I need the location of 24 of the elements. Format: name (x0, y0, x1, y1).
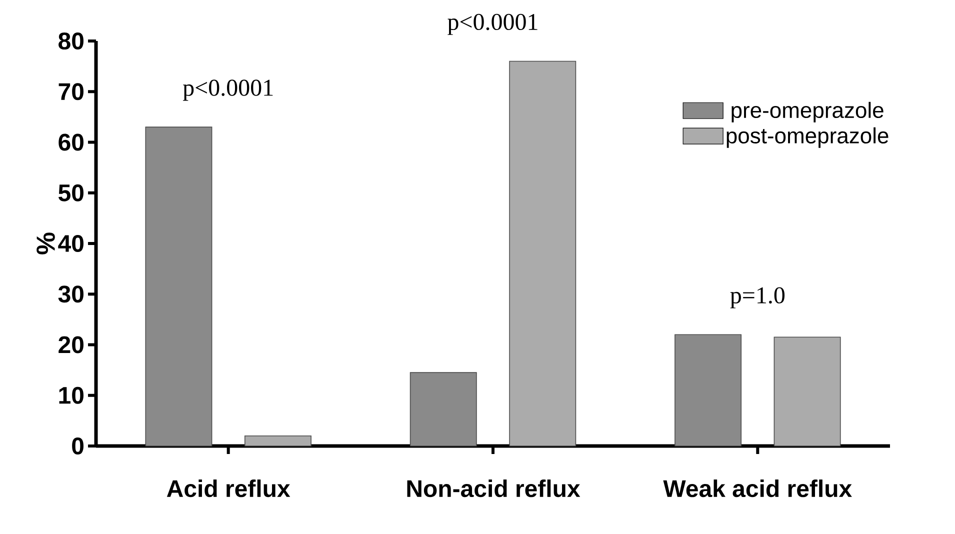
y-tick-label: 20 (58, 336, 84, 354)
y-tick-label: 0 (72, 437, 84, 454)
y-tick-label: 70 (58, 83, 84, 100)
bar (244, 435, 312, 446)
bar (509, 60, 576, 446)
bar (774, 336, 841, 446)
y-tick-label: 50 (58, 184, 84, 202)
text: p<0.0001 (448, 14, 538, 35)
legend-label: pre-omeprazole (732, 102, 884, 122)
x-tick-label: Acid reflux (166, 480, 290, 498)
y-tick-label: 40 (58, 235, 84, 252)
x-tick-label: Weak acid reflux (663, 480, 852, 498)
y-tick-label: 30 (58, 286, 84, 303)
bar (674, 334, 742, 446)
legend-label: post-omeprazole (726, 127, 888, 148)
y-tick-label: 10 (59, 386, 84, 404)
x-tick-label: Non-acid reflux (407, 480, 580, 498)
bar (145, 126, 212, 446)
y-tick-label: 60 (58, 134, 84, 151)
annotation: p=1.0 (730, 287, 785, 308)
annotation: p<0.0001 (182, 80, 273, 101)
y-tick-label: 80 (58, 32, 84, 50)
bar (410, 372, 477, 446)
y-axis-title: % (36, 232, 55, 254)
